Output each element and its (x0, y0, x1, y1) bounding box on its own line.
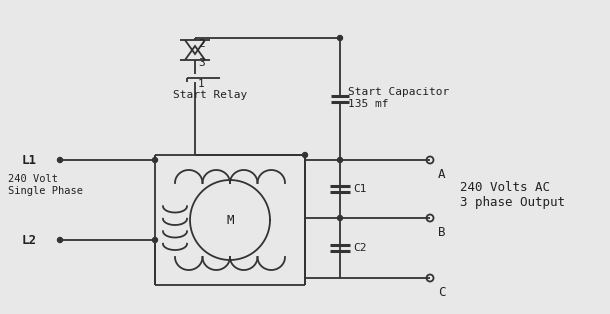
Text: C1: C1 (353, 184, 367, 194)
Circle shape (337, 215, 342, 220)
Text: 1: 1 (198, 79, 205, 89)
Text: L2: L2 (22, 234, 37, 246)
Circle shape (152, 237, 157, 242)
Text: B: B (438, 226, 445, 239)
Text: Start Relay: Start Relay (173, 90, 247, 100)
Circle shape (303, 153, 307, 158)
Text: 240 Volts AC
3 phase Output: 240 Volts AC 3 phase Output (460, 181, 565, 209)
Text: C: C (438, 286, 445, 299)
Text: Start Capacitor
135 mf: Start Capacitor 135 mf (348, 87, 449, 109)
Text: 240 Volt
Single Phase: 240 Volt Single Phase (8, 174, 83, 196)
Text: C2: C2 (353, 243, 367, 253)
Circle shape (57, 158, 62, 163)
Circle shape (57, 237, 62, 242)
Circle shape (152, 158, 157, 163)
Text: L1: L1 (22, 154, 37, 166)
Text: 2: 2 (198, 39, 205, 49)
Circle shape (337, 158, 342, 163)
Text: 3: 3 (198, 58, 205, 68)
Text: M: M (226, 214, 234, 226)
Circle shape (337, 35, 342, 41)
Text: A: A (438, 168, 445, 181)
